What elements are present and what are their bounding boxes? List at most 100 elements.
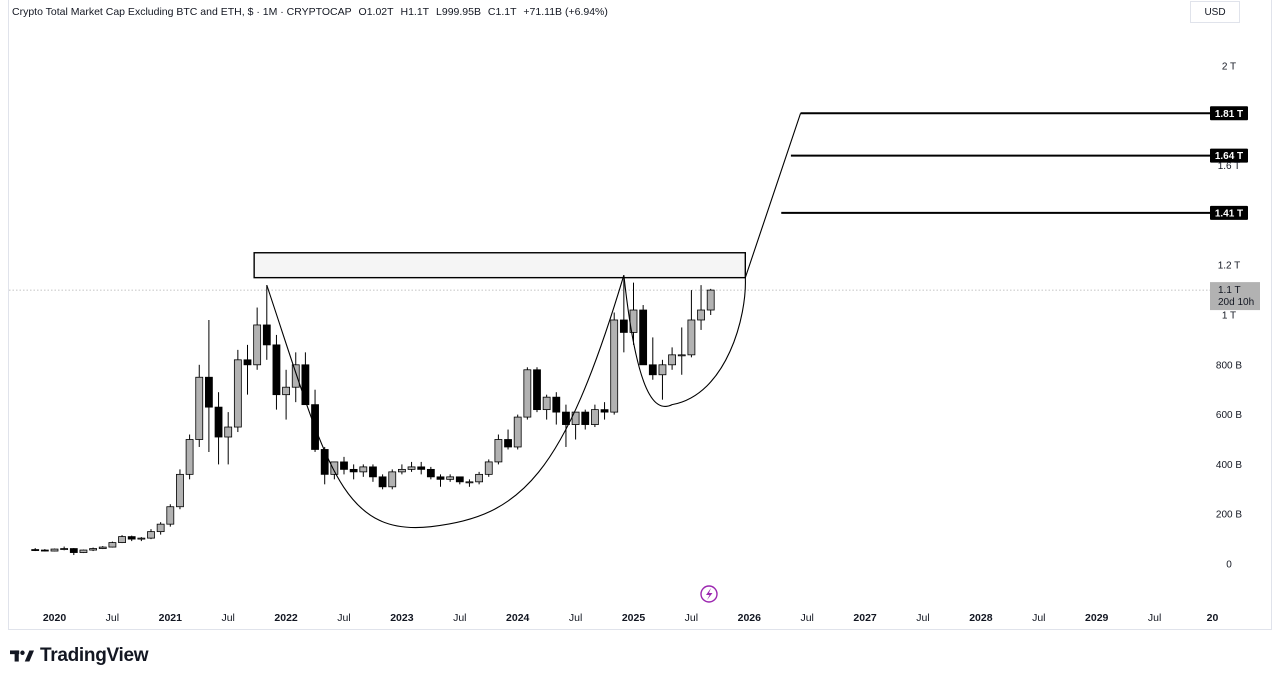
candle-body: [224, 426, 233, 438]
y-axis[interactable]: 0 200 B 400 B 600 B 800 B 1 T 1.2 T 1.6 T 2 T 1.1…: [1210, 62, 1260, 571]
candle-body: [69, 548, 78, 553]
candle: [214, 392, 223, 465]
candle: [388, 469, 397, 490]
candle-body: [214, 406, 223, 438]
candle: [446, 474, 455, 482]
candle: [118, 535, 126, 544]
candle: [233, 349, 242, 433]
candle-body: [108, 542, 117, 548]
candle: [31, 548, 40, 552]
candle: [137, 537, 146, 542]
candle: [436, 474, 445, 487]
lightning-icon-circle: [700, 585, 718, 603]
lightning-icon: [706, 588, 713, 600]
close-value: C1.1T: [487, 6, 517, 18]
candle-body: [156, 523, 165, 533]
tradingview-logo[interactable]: TradingView: [10, 645, 149, 667]
target-level-label: 1.81 T: [1215, 109, 1243, 120]
x-tick-label: Jul: [1032, 612, 1045, 624]
candle-body: [137, 537, 146, 540]
streams-badge[interactable]: [700, 585, 718, 603]
candle-body: [166, 506, 175, 525]
x-tick-label: 2022: [274, 612, 298, 624]
candle: [465, 479, 474, 487]
candle-body: [147, 531, 155, 539]
y-tick-label: 2 T: [1222, 62, 1236, 73]
candle-body: [40, 549, 49, 552]
candle: [282, 369, 291, 420]
candle: [243, 344, 252, 395]
candle: [523, 367, 532, 420]
x-tick-label: Jul: [916, 612, 929, 624]
countdown-label: 20d 10h: [1218, 297, 1254, 308]
x-tick-label: 2021: [159, 612, 183, 624]
candle: [455, 476, 464, 485]
candle-body: [291, 364, 300, 388]
candle-body: [388, 471, 397, 488]
last-price-label: 1.1 T: [1218, 285, 1241, 296]
candle: [426, 466, 435, 480]
candle: [378, 474, 387, 490]
candle-body: [484, 461, 493, 475]
candle-body: [31, 549, 40, 551]
currency-button[interactable]: USD: [1190, 1, 1240, 23]
x-tick-label: 2025: [622, 612, 646, 624]
candle: [50, 548, 59, 552]
candle-body: [407, 466, 416, 470]
candle-body: [513, 416, 522, 448]
candle-body: [610, 319, 619, 413]
x-axis[interactable]: 2020 Jul 2021 Jul 2022 Jul 2023 Jul 2024 Jul 2025 J…: [43, 612, 1219, 624]
candle-body: [523, 369, 532, 418]
candle: [658, 359, 667, 400]
candle: [591, 404, 599, 428]
target-level-label: 1.64 T: [1215, 151, 1243, 162]
candle: [552, 392, 561, 425]
candle-body: [417, 466, 426, 470]
candle: [513, 414, 522, 450]
target-level-tag: [1210, 106, 1248, 121]
candle-body: [436, 476, 445, 480]
target-level-tag: [1210, 205, 1248, 220]
candle-body: [272, 344, 281, 396]
candle: [349, 464, 358, 480]
candle: [320, 446, 329, 485]
candle: [253, 307, 262, 370]
symbol-label[interactable]: Crypto Total Market Cap Excluding BTC an…: [12, 6, 352, 18]
candle-body: [253, 324, 262, 366]
candle-body: [195, 376, 204, 440]
candle: [417, 461, 426, 475]
candle-body: [706, 289, 715, 311]
x-tick-label: Jul: [106, 612, 119, 624]
candle-body: [446, 476, 455, 480]
candle-body: [494, 439, 503, 463]
candle-body: [127, 536, 136, 540]
candle-body: [359, 466, 368, 473]
x-tick-label: Jul: [1148, 612, 1161, 624]
candle: [176, 469, 184, 510]
candle-body: [330, 461, 339, 475]
candle: [40, 549, 49, 552]
candle: [648, 337, 657, 380]
x-tick-label: Jul: [221, 612, 234, 624]
candle-body: [475, 473, 484, 483]
candle: [571, 411, 580, 440]
candle: [166, 504, 175, 527]
x-tick-label: Jul: [685, 612, 698, 624]
handle-breakout-curve: [623, 113, 802, 407]
low-value: L999.95B: [436, 6, 481, 18]
candle-body: [658, 364, 667, 376]
candle: [69, 548, 78, 556]
candle-body: [349, 468, 358, 473]
candle-body: [60, 548, 69, 550]
candle: [359, 464, 368, 477]
candle-body: [397, 468, 406, 473]
candle: [610, 312, 619, 415]
candle-body: [233, 359, 242, 428]
candle-body: [465, 481, 474, 484]
candle: [224, 412, 233, 465]
candle-body: [677, 354, 686, 357]
candle: [542, 394, 551, 420]
candle: [581, 409, 590, 430]
resistance-zone: [253, 252, 746, 279]
